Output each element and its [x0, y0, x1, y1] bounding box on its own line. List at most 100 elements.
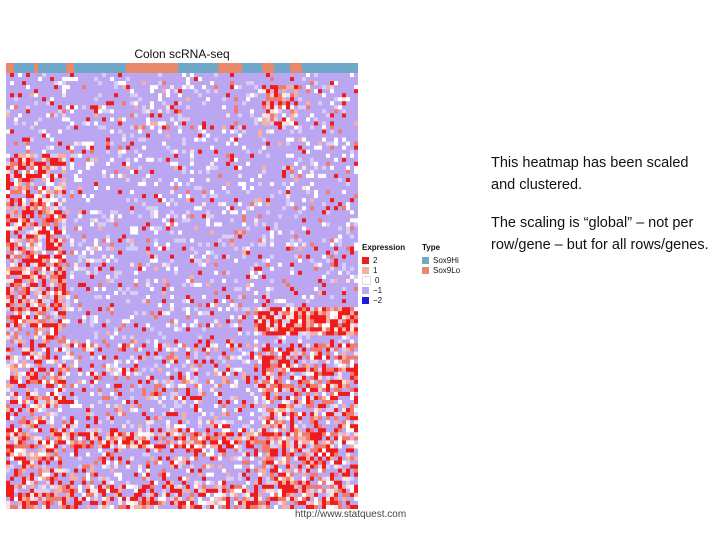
annotation-cell [190, 63, 195, 73]
annotation-cell [38, 63, 43, 73]
annotation-cell [182, 63, 187, 73]
annotation-cell [230, 63, 235, 73]
annotation-cell [282, 63, 287, 73]
annotation-cell [322, 63, 327, 73]
annotation-cell [290, 63, 295, 73]
annotation-cell [278, 63, 283, 73]
annotation-cell [58, 63, 63, 73]
annotation-cell [142, 63, 147, 73]
type-legend-swatch [422, 266, 429, 274]
annotation-cell [302, 63, 307, 73]
annotation-cell [242, 63, 247, 73]
annotation-cell [94, 63, 99, 73]
annotation-cell [246, 63, 251, 73]
type-legend-label: Sox9Lo [433, 265, 461, 275]
annotation-cell [114, 63, 119, 73]
expression-legend-label: 1 [373, 265, 378, 275]
annotation-cell [82, 63, 87, 73]
expression-legend-entry: 2 [362, 255, 405, 265]
annotation-cell [46, 63, 51, 73]
annotation-cell [174, 63, 179, 73]
annotation-cell [126, 63, 131, 73]
expression-legend-swatch [362, 275, 371, 285]
note-scaled-clustered: This heatmap has been scaled and cluster… [491, 155, 689, 193]
heatmap-cells [6, 73, 358, 509]
annotation-cell [102, 63, 107, 73]
type-legend-title: Type [422, 243, 441, 252]
expression-legend-entry: −2 [362, 295, 405, 305]
annotation-cell [334, 63, 339, 73]
annotation-cell [134, 63, 139, 73]
type-legend-entry: Sox9Hi [422, 255, 460, 265]
annotation-cell [150, 63, 155, 73]
expression-legend-label: −2 [373, 295, 383, 305]
annotation-cell [250, 63, 255, 73]
type-legend-swatch [422, 256, 429, 264]
annotation-cell [306, 63, 311, 73]
annotation-cell [154, 63, 159, 73]
expression-legend: Expression 2 1 0 −1 −2 [362, 243, 405, 305]
annotation-cell [202, 63, 207, 73]
annotation-cell [342, 63, 347, 73]
annotation-cell [294, 63, 299, 73]
annotation-cell [110, 63, 115, 73]
annotation-cell [66, 63, 71, 73]
annotation-cell [206, 63, 211, 73]
annotation-cell [50, 63, 55, 73]
annotation-cell [238, 63, 243, 73]
annotation-cell [74, 63, 79, 73]
annotation-cell [314, 63, 319, 73]
expression-legend-label: 2 [373, 255, 378, 265]
annotation-cell [178, 63, 183, 73]
heatmap-title: Colon scRNA-seq [134, 47, 230, 61]
annotation-cell [106, 63, 111, 73]
annotation-cell [6, 63, 11, 73]
annotation-cell [122, 63, 127, 73]
annotation-cell [158, 63, 163, 73]
type-legend-entry: Sox9Lo [422, 265, 460, 275]
annotation-cell [146, 63, 151, 73]
annotation-cell [166, 63, 171, 73]
source-url: http://www.statquest.com [295, 509, 407, 520]
annotation-cell [90, 63, 95, 73]
annotation-cell [266, 63, 271, 73]
type-legend: Type Sox9Hi Sox9Lo [422, 243, 460, 275]
expression-legend-swatch [362, 296, 369, 304]
annotation-cell [62, 63, 67, 73]
annotation-cell [274, 63, 279, 73]
expression-legend-entry: 1 [362, 265, 405, 275]
annotation-cell [222, 63, 227, 73]
annotation-cell [254, 63, 259, 73]
expression-legend-swatch [362, 256, 369, 264]
annotation-cell [346, 63, 351, 73]
annotation-cell [22, 63, 27, 73]
annotation-cell [198, 63, 203, 73]
slide-notes: This heatmap has been scaled and cluster… [491, 152, 716, 272]
type-legend-label: Sox9Hi [433, 255, 459, 265]
annotation-cell [286, 63, 291, 73]
annotation-cell [270, 63, 275, 73]
column-annotation-bar [6, 63, 358, 73]
annotation-cell [330, 63, 335, 73]
annotation-cell [118, 63, 123, 73]
annotation-cell [86, 63, 91, 73]
annotation-cell [26, 63, 31, 73]
annotation-cell [162, 63, 167, 73]
annotation-cell [226, 63, 231, 73]
expression-legend-entry: 0 [362, 275, 405, 285]
annotation-cell [194, 63, 199, 73]
note-global-scaling: The scaling is “global” – not per row/ge… [491, 215, 709, 253]
annotation-cell [70, 63, 75, 73]
heatmap-plot [6, 63, 358, 509]
annotation-cell [130, 63, 135, 73]
annotation-cell [326, 63, 331, 73]
annotation-cell [298, 63, 303, 73]
annotation-cell [34, 63, 39, 73]
expression-legend-swatch [362, 266, 369, 274]
annotation-cell [14, 63, 19, 73]
annotation-cell [42, 63, 47, 73]
annotation-cell [234, 63, 239, 73]
annotation-cell [98, 63, 103, 73]
annotation-cell [354, 63, 358, 73]
annotation-cell [18, 63, 23, 73]
